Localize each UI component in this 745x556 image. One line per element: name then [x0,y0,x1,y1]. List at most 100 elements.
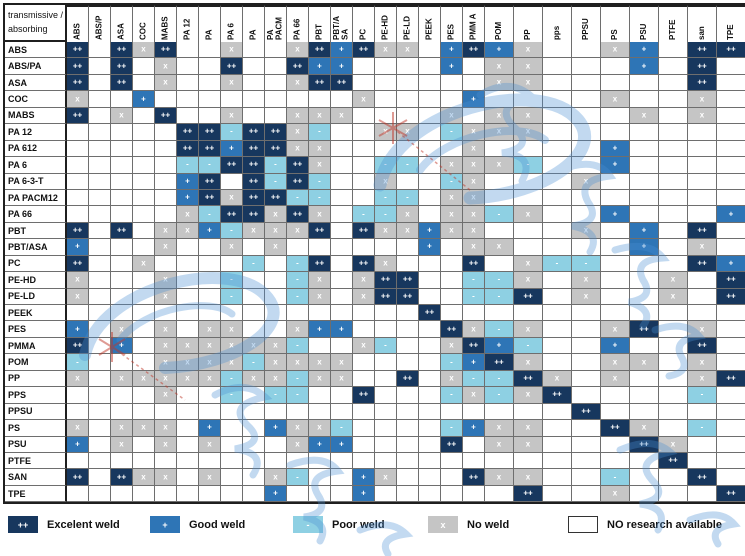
matrix-cell: + [331,42,353,59]
matrix-cell [89,354,111,371]
matrix-cell [177,305,199,322]
matrix-cell [375,305,397,322]
matrix-cell: x [601,42,630,59]
matrix-cell: x [397,42,419,59]
matrix-cell [514,91,543,108]
matrix-cell [67,305,89,322]
matrix-cell [572,206,601,223]
matrix-cell: ++ [485,354,514,371]
matrix-cell [572,420,601,437]
matrix-cell [601,452,630,470]
matrix-cell: ++ [514,288,543,305]
matrix-cell [572,58,601,75]
matrix-cell: x [514,354,543,371]
matrix-cell [572,107,601,125]
matrix-cell [331,255,353,273]
legend-item-good: + Good weld [150,516,245,533]
matrix-cell [111,173,133,190]
matrix-cell [67,124,89,141]
matrix-cell: - [287,370,309,388]
matrix-cell: x [309,288,331,305]
matrix-cell [287,91,309,108]
matrix-cell [89,387,111,404]
matrix-cell [572,436,601,453]
matrix-cell: - [375,206,397,223]
matrix-cell [89,239,111,256]
matrix-cell: x [111,107,133,125]
matrix-cell [331,469,353,486]
matrix-cell [243,91,265,108]
matrix-cell [630,387,659,404]
matrix-cell [630,485,659,503]
matrix-cell: ++ [353,42,375,59]
matrix-cell: x [155,420,177,437]
column-header-psu: PSU [630,5,659,42]
matrix-cell [89,206,111,223]
matrix-cell [133,189,155,207]
matrix-cell [441,305,463,322]
column-header-ptfe: PTFE [659,5,688,42]
column-header-peek: PEEK [419,5,441,42]
matrix-cell: x [485,157,514,174]
matrix-cell [630,189,659,207]
matrix-cell: - [287,272,309,289]
matrix-cell [375,354,397,371]
matrix-cell: + [331,436,353,453]
matrix-cell: x [133,255,155,273]
matrix-cell: x [221,189,243,207]
matrix-cell: x [688,91,717,108]
matrix-cell: ++ [243,173,265,190]
matrix-cell [199,387,221,404]
matrix-cell: x [221,42,243,59]
matrix-cell: x [688,354,717,371]
matrix-cell [133,222,155,240]
matrix-cell: x [287,124,309,141]
matrix-cell: x [375,42,397,59]
matrix-cell [659,222,688,240]
legend-label-none: NO research available [607,518,722,531]
matrix-cell [463,436,485,453]
matrix-cell [353,124,375,141]
matrix-cell [572,189,601,207]
matrix-cell [177,485,199,503]
matrix-cell: - [243,255,265,273]
matrix-cell: - [287,189,309,207]
matrix-cell [717,157,745,174]
matrix-cell [419,107,441,125]
matrix-cell [397,140,419,158]
matrix-cell: x [265,469,287,486]
column-header-pbt: PBT [309,5,331,42]
matrix-cell [543,222,572,240]
matrix-cell [659,305,688,322]
matrix-cell [441,288,463,305]
matrix-cell: - [309,173,331,190]
matrix-cell: ++ [243,140,265,158]
matrix-cell [543,272,572,289]
matrix-cell: ++ [221,58,243,75]
matrix-cell [514,173,543,190]
column-header-mabs: MABS [155,5,177,42]
matrix-cell: x [287,74,309,92]
matrix-cell: ++ [243,189,265,207]
matrix-cell [353,436,375,453]
row-header-asa: ASA [5,74,67,92]
row-header-pa-66: PA 66 [5,206,67,223]
matrix-cell: ++ [67,255,89,273]
matrix-cell: x [688,370,717,388]
matrix-cell [419,420,441,437]
matrix-cell: ++ [463,42,485,59]
matrix-cell: x [265,354,287,371]
matrix-cell: + [717,206,745,223]
matrix-cell: + [463,91,485,108]
matrix-cell: x [155,387,177,404]
column-header-san: san [688,5,717,42]
matrix-cell: + [309,321,331,338]
matrix-cell: x [133,42,155,59]
matrix-cell [601,222,630,240]
matrix-cell [221,403,243,421]
matrix-cell [89,74,111,92]
matrix-cell [331,387,353,404]
matrix-cell [243,288,265,305]
matrix-cell: x [111,370,133,388]
matrix-cell: x [485,420,514,437]
